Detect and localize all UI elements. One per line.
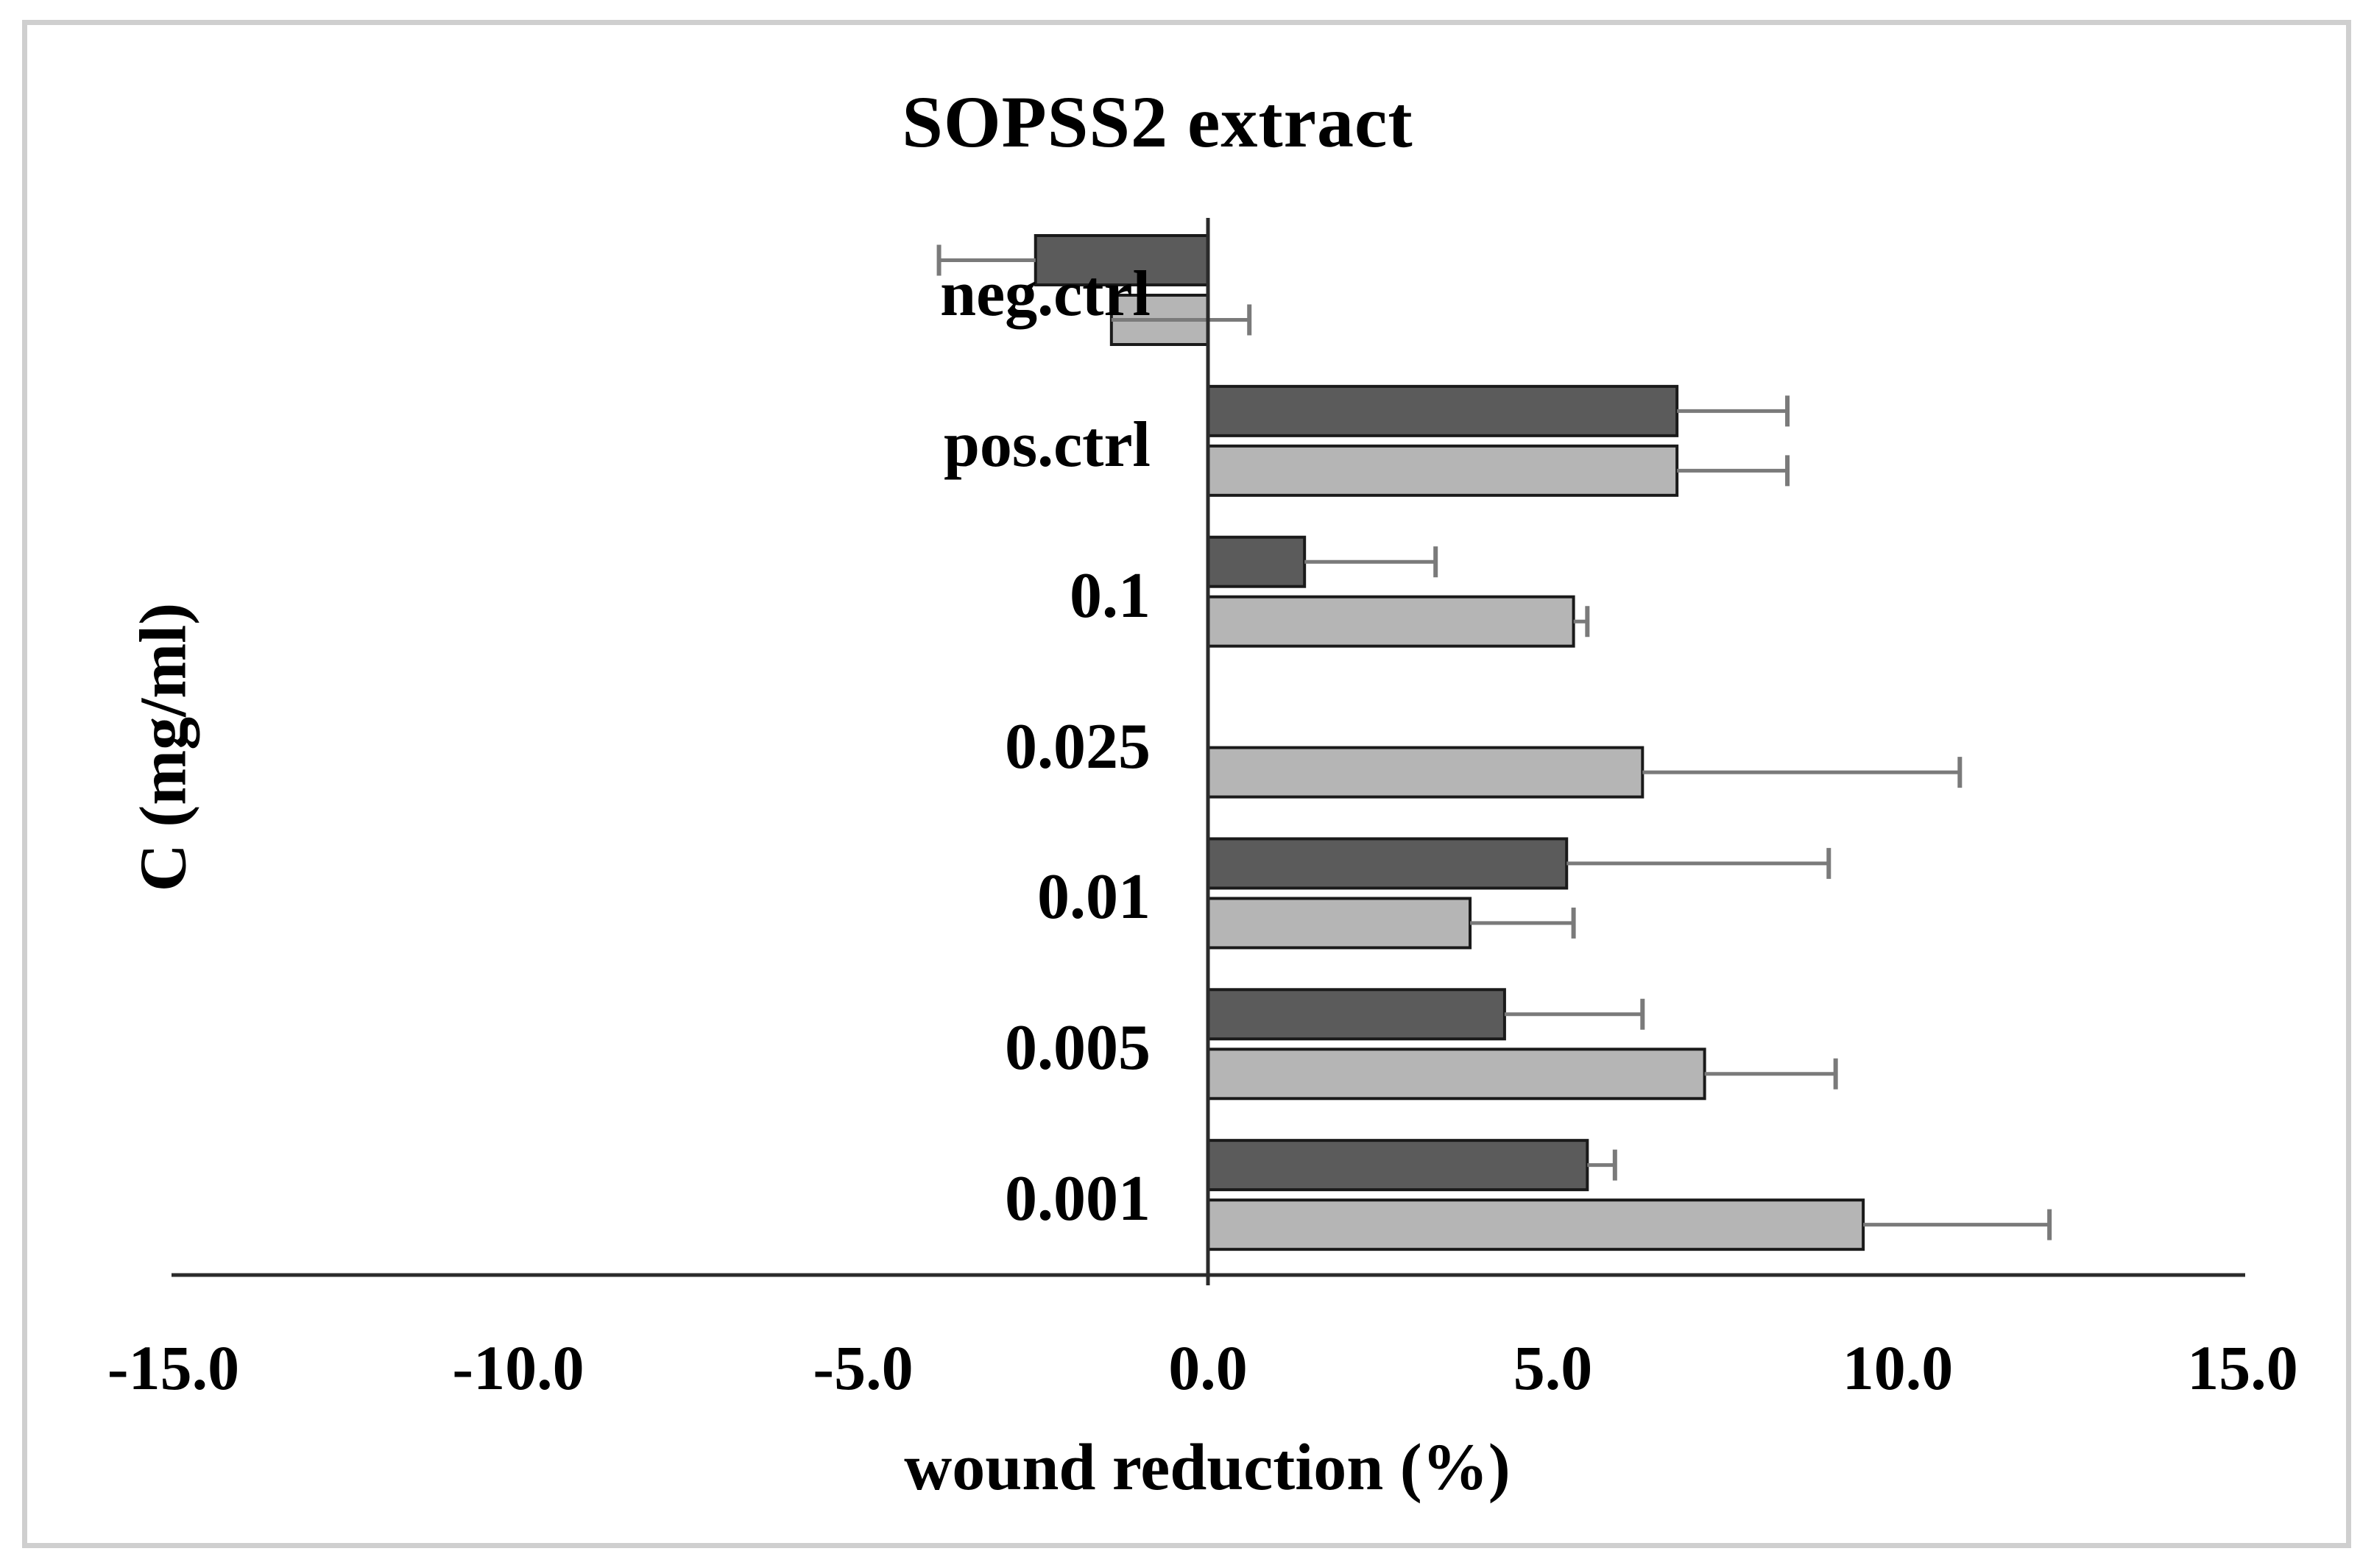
x-axis-title: wound reduction (%) <box>904 1431 1511 1504</box>
x-tick-label--10.0: -10.0 <box>452 1332 584 1403</box>
bar-dark-gray-bars-0.005 <box>1207 988 1506 1041</box>
category-label-0.01: 0.01 <box>1037 861 1151 933</box>
x-tick-label--15.0: -15.0 <box>107 1332 240 1403</box>
bar-dark-gray-bars-pos.ctrl <box>1207 384 1679 437</box>
x-tick-label-10.0: 10.0 <box>1842 1332 1954 1403</box>
category-label-0.025: 0.025 <box>1005 710 1151 783</box>
category-label-0.1: 0.1 <box>1070 559 1151 632</box>
bar-light-gray-bars-pos.ctrl <box>1207 444 1679 497</box>
category-label-pos.ctrl: pos.ctrl <box>943 409 1151 481</box>
bar-light-gray-bars-0.025 <box>1207 746 1645 799</box>
bar-light-gray-bars-0.001 <box>1207 1198 1865 1251</box>
bar-dark-gray-bars-0.001 <box>1207 1139 1589 1192</box>
bar-light-gray-bars-0.1 <box>1207 595 1575 648</box>
y-axis-title: C (mg/ml) <box>127 602 200 892</box>
category-label-neg.ctrl: neg.ctrl <box>940 258 1151 330</box>
bar-light-gray-bars-0.01 <box>1207 897 1472 950</box>
bar-dark-gray-bars-0.01 <box>1207 837 1569 890</box>
x-tick-label-15.0: 15.0 <box>2187 1332 2298 1403</box>
bar-dark-gray-bars-0.1 <box>1207 535 1307 588</box>
chart-title: SOPSS2 extract <box>902 81 1413 163</box>
category-label-0.005: 0.005 <box>1005 1012 1151 1084</box>
bar-light-gray-bars-0.005 <box>1207 1048 1706 1101</box>
x-tick-label-5.0: 5.0 <box>1513 1332 1593 1403</box>
category-label-0.001: 0.001 <box>1005 1163 1151 1235</box>
x-tick-label--5.0: -5.0 <box>813 1332 914 1403</box>
x-tick-label-0.0: 0.0 <box>1168 1332 1248 1403</box>
bar-dark-gray-bars-neg.ctrl <box>1034 234 1209 286</box>
